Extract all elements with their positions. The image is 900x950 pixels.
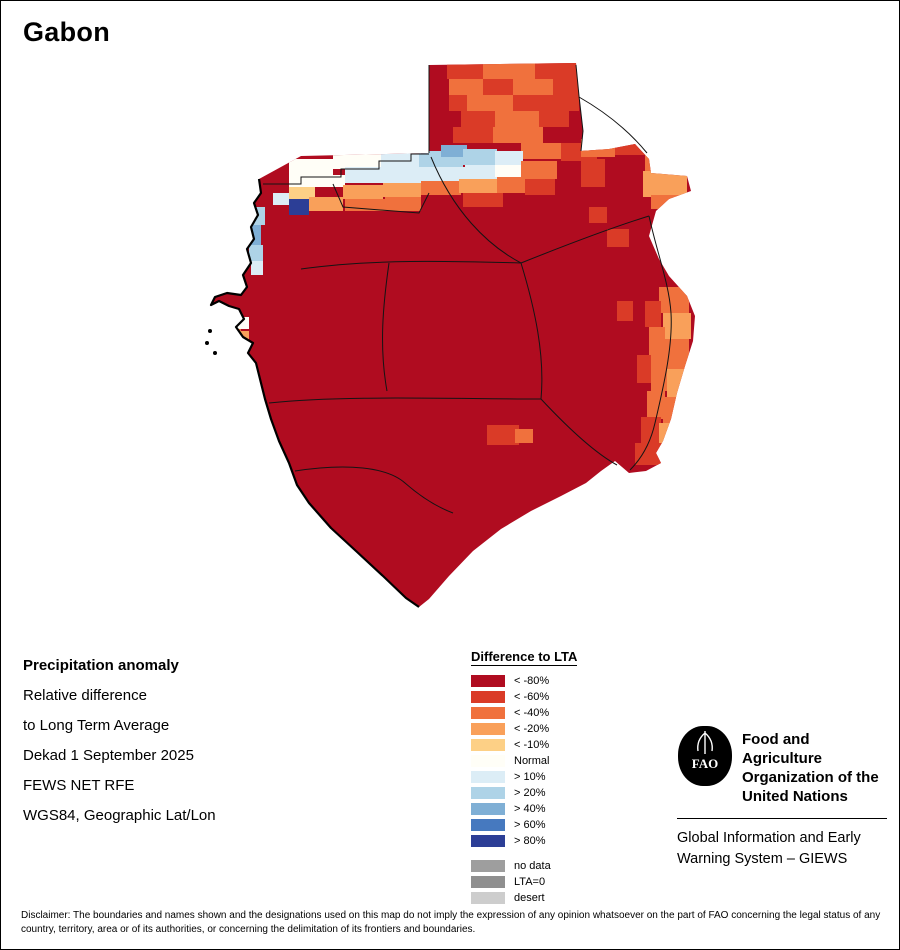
boundary-line xyxy=(575,64,584,152)
info-line: Relative difference xyxy=(23,687,147,704)
legend-swatch xyxy=(471,723,505,735)
wheat-icon xyxy=(697,731,713,754)
legend-item: > 20% xyxy=(471,785,577,801)
legend-item: > 80% xyxy=(471,833,577,849)
info-line: WGS84, Geographic Lat/Lon xyxy=(23,807,216,824)
boundary-line xyxy=(520,262,543,400)
legend-item: < -60% xyxy=(471,689,577,705)
legend-swatch xyxy=(471,771,505,783)
giews-text: Global Information and Early Warning Sys… xyxy=(677,828,887,870)
legend-label: < -10% xyxy=(514,739,550,751)
fao-org-line: United Nations xyxy=(742,788,848,805)
boundary-line xyxy=(300,260,522,270)
legend-swatch xyxy=(471,860,505,872)
boundary-line xyxy=(263,153,429,185)
legend-item: > 60% xyxy=(471,817,577,833)
info-line: Dekad 1 September 2025 xyxy=(23,747,194,764)
legend-label: > 60% xyxy=(514,819,546,831)
legend-swatch xyxy=(471,787,505,799)
legend-swatch xyxy=(471,675,505,687)
fao-block: FAO Food and Agriculture Organization of… xyxy=(677,725,887,870)
country-fill xyxy=(211,63,695,607)
legend-swatch xyxy=(471,691,505,703)
fao-org-line: Food and Agriculture xyxy=(742,731,823,767)
fao-logo-text: FAO xyxy=(692,756,718,771)
legend-item: LTA=0 xyxy=(471,874,577,890)
legend: Difference to LTA < -80% < -60% < -40% < -2… xyxy=(471,649,578,906)
boundary-line xyxy=(332,183,430,214)
boundary-line xyxy=(268,397,542,404)
boundary-line xyxy=(629,215,672,471)
legend-item: < -10% xyxy=(471,737,577,753)
legend-label: Normal xyxy=(514,755,550,767)
legend-label: > 80% xyxy=(514,835,546,847)
legend-label: no data xyxy=(514,860,551,872)
boundary-line xyxy=(294,466,454,514)
anomaly-cells xyxy=(223,63,691,465)
legend-label: > 40% xyxy=(514,803,546,815)
giews-line: Warning System – GIEWS xyxy=(677,851,848,867)
legend-swatch xyxy=(471,876,505,888)
legend-swatch xyxy=(471,819,505,831)
legend-label: < -80% xyxy=(514,675,550,687)
fao-divider xyxy=(677,818,887,819)
legend-item: Normal xyxy=(471,753,577,769)
boundary-line xyxy=(540,398,618,466)
fao-org-line: Organization of the xyxy=(742,769,879,786)
legend-swatch xyxy=(471,739,505,751)
legend-item: > 10% xyxy=(471,769,577,785)
boundary-line xyxy=(578,96,648,154)
legend-item: < -40% xyxy=(471,705,577,721)
legend-item: no data xyxy=(471,858,577,874)
legend-swatch xyxy=(471,835,505,847)
info-line: to Long Term Average xyxy=(23,717,170,734)
page-title: Gabon xyxy=(23,17,110,47)
coastline xyxy=(209,178,420,608)
legend-label: LTA=0 xyxy=(514,876,546,888)
info-line: FEWS NET RFE xyxy=(23,777,135,794)
legend-label: < -60% xyxy=(514,691,550,703)
legend-title: Difference to LTA xyxy=(471,649,578,666)
giews-line: Global Information and Early xyxy=(677,830,861,846)
legend-label: < -40% xyxy=(514,707,550,719)
legend-label: < -20% xyxy=(514,723,550,735)
islet xyxy=(205,341,209,345)
info-heading: Precipitation anomaly xyxy=(23,657,179,674)
legend-swatch xyxy=(471,707,505,719)
legend-item: < -80% xyxy=(471,673,577,689)
legend-swatch xyxy=(471,803,505,815)
disclaimer-text: Disclaimer: The boundaries and names sho… xyxy=(21,910,881,935)
islet xyxy=(213,351,217,355)
info-block: Precipitation anomaly Relative differenc… xyxy=(23,651,216,831)
fao-org-name: Food and Agriculture Organization of the… xyxy=(742,725,887,806)
legend-swatch xyxy=(471,755,505,767)
fao-logo-icon: FAO xyxy=(678,726,732,786)
legend-label: desert xyxy=(514,892,545,904)
legend-label: > 10% xyxy=(514,771,546,783)
legend-item: < -20% xyxy=(471,721,577,737)
legend-extra-items: no data LTA=0 desert xyxy=(471,858,577,906)
legend-items: < -80% < -60% < -40% < -20% < -10% Normal > 10… xyxy=(471,673,577,849)
legend-item: > 40% xyxy=(471,801,577,817)
legend-swatch xyxy=(471,892,505,904)
boundary-line xyxy=(382,262,390,392)
info-lines: Relative difference to Long Term Average D… xyxy=(23,681,216,831)
legend-item: desert xyxy=(471,890,577,906)
islet xyxy=(208,329,212,333)
legend-label: > 20% xyxy=(514,787,546,799)
